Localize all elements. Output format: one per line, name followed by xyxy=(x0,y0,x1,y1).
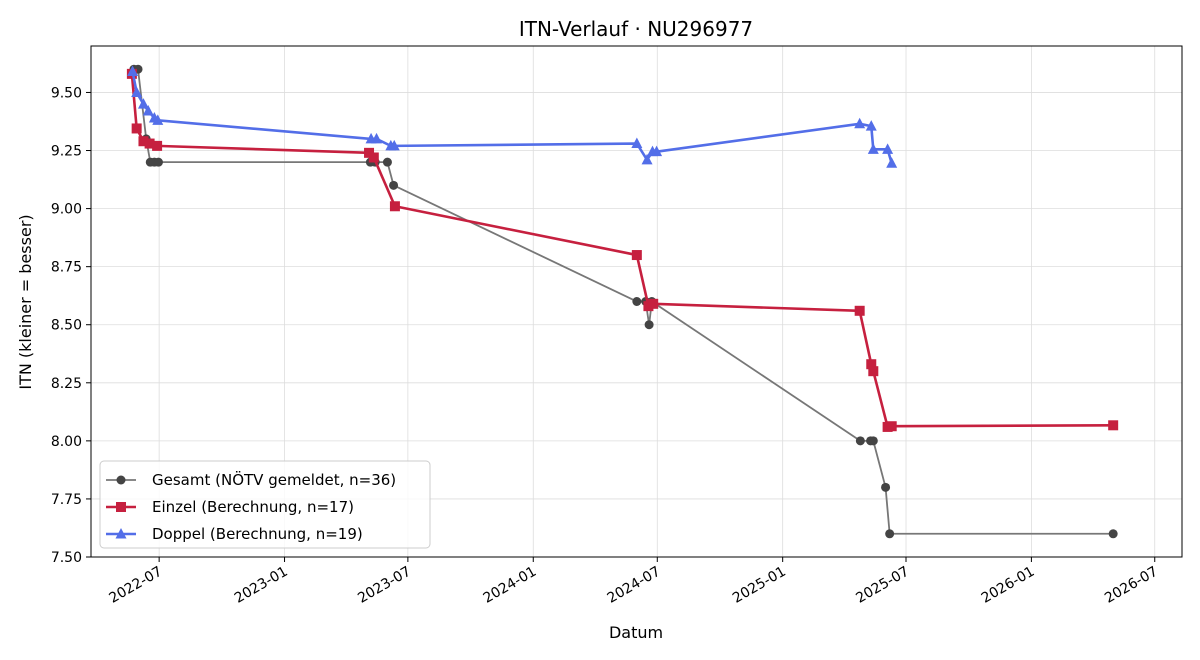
legend-marker xyxy=(116,475,126,485)
legend-item: Einzel (Berechnung, n=17) xyxy=(106,498,354,516)
legend-item: Gesamt (NÖTV gemeldet, n=36) xyxy=(106,470,396,489)
x-tick-label: 2024-07 xyxy=(605,564,664,607)
series-line xyxy=(130,73,1114,429)
data-point xyxy=(152,140,163,151)
x-tick-label: 2026-01 xyxy=(979,564,1038,607)
series-3 xyxy=(127,65,898,168)
legend-label: Doppel (Berechnung, n=19) xyxy=(152,525,363,543)
data-point xyxy=(648,298,659,309)
legend-item: Doppel (Berechnung, n=19) xyxy=(106,525,363,543)
data-point xyxy=(644,320,654,330)
data-point xyxy=(865,120,877,131)
data-point xyxy=(389,180,399,190)
y-tick-label: 9.00 xyxy=(51,202,82,218)
y-tick-label: 9.50 xyxy=(51,85,82,101)
x-tick-label: 2026-07 xyxy=(1102,564,1161,607)
x-tick-label: 2022-07 xyxy=(106,564,165,607)
data-point xyxy=(868,366,879,377)
data-point xyxy=(382,157,392,167)
y-tick-label: 8.75 xyxy=(51,260,82,276)
data-point xyxy=(854,117,866,129)
x-tick-label: 2023-07 xyxy=(355,564,414,607)
series-2 xyxy=(126,68,1119,432)
data-point xyxy=(886,421,897,432)
legend-label: Einzel (Berechnung, n=17) xyxy=(152,498,354,516)
y-tick-label: 8.00 xyxy=(51,434,82,450)
x-tick-label: 2025-01 xyxy=(730,564,789,607)
data-point xyxy=(371,132,383,144)
data-point xyxy=(881,482,891,492)
data-point xyxy=(854,305,865,316)
data-point xyxy=(641,153,653,165)
y-tick-label: 8.25 xyxy=(51,376,82,392)
data-point xyxy=(152,114,164,125)
data-point xyxy=(1108,420,1119,431)
y-tick-label: 8.50 xyxy=(51,318,82,334)
data-point xyxy=(867,143,879,154)
data-point xyxy=(131,123,142,134)
data-point xyxy=(368,152,379,163)
legend-marker xyxy=(116,502,126,512)
data-point xyxy=(142,105,154,116)
y-axis-label: ITN (kleiner = besser) xyxy=(16,214,35,389)
data-point xyxy=(631,250,642,261)
data-point xyxy=(866,359,877,370)
legend-frame xyxy=(99,460,431,549)
data-point xyxy=(138,136,149,147)
data-point xyxy=(885,529,895,539)
legend-marker xyxy=(115,528,127,539)
data-point xyxy=(389,201,400,212)
data-point xyxy=(144,138,155,149)
x-tick-label: 2023-01 xyxy=(232,564,291,607)
data-point xyxy=(631,137,643,149)
data-point xyxy=(651,145,663,157)
data-point xyxy=(855,436,865,446)
data-point xyxy=(131,86,143,97)
data-point xyxy=(632,297,642,306)
legend-label: Gesamt (NÖTV gemeldet, n=36) xyxy=(152,470,396,489)
y-tick-label: 7.75 xyxy=(51,492,82,508)
data-point xyxy=(127,65,139,77)
chart-title: ITN-Verlauf · NU296977 xyxy=(519,17,753,41)
data-point xyxy=(153,157,163,167)
series-layer xyxy=(126,64,1119,539)
data-point xyxy=(388,139,400,151)
data-point xyxy=(886,157,898,168)
x-tick-label: 2025-07 xyxy=(853,564,912,607)
data-point xyxy=(1108,529,1118,539)
data-point xyxy=(868,436,878,446)
y-tick-label: 7.50 xyxy=(51,550,82,566)
data-point xyxy=(882,143,894,154)
legend: Gesamt (NÖTV gemeldet, n=36) Einzel (Bere… xyxy=(99,460,431,549)
data-point xyxy=(137,98,149,109)
x-tick-label: 2024-01 xyxy=(481,564,540,607)
x-axis-label: Datum xyxy=(609,623,663,642)
plot-frame xyxy=(90,45,1183,558)
y-tick-label: 9.25 xyxy=(51,144,82,160)
